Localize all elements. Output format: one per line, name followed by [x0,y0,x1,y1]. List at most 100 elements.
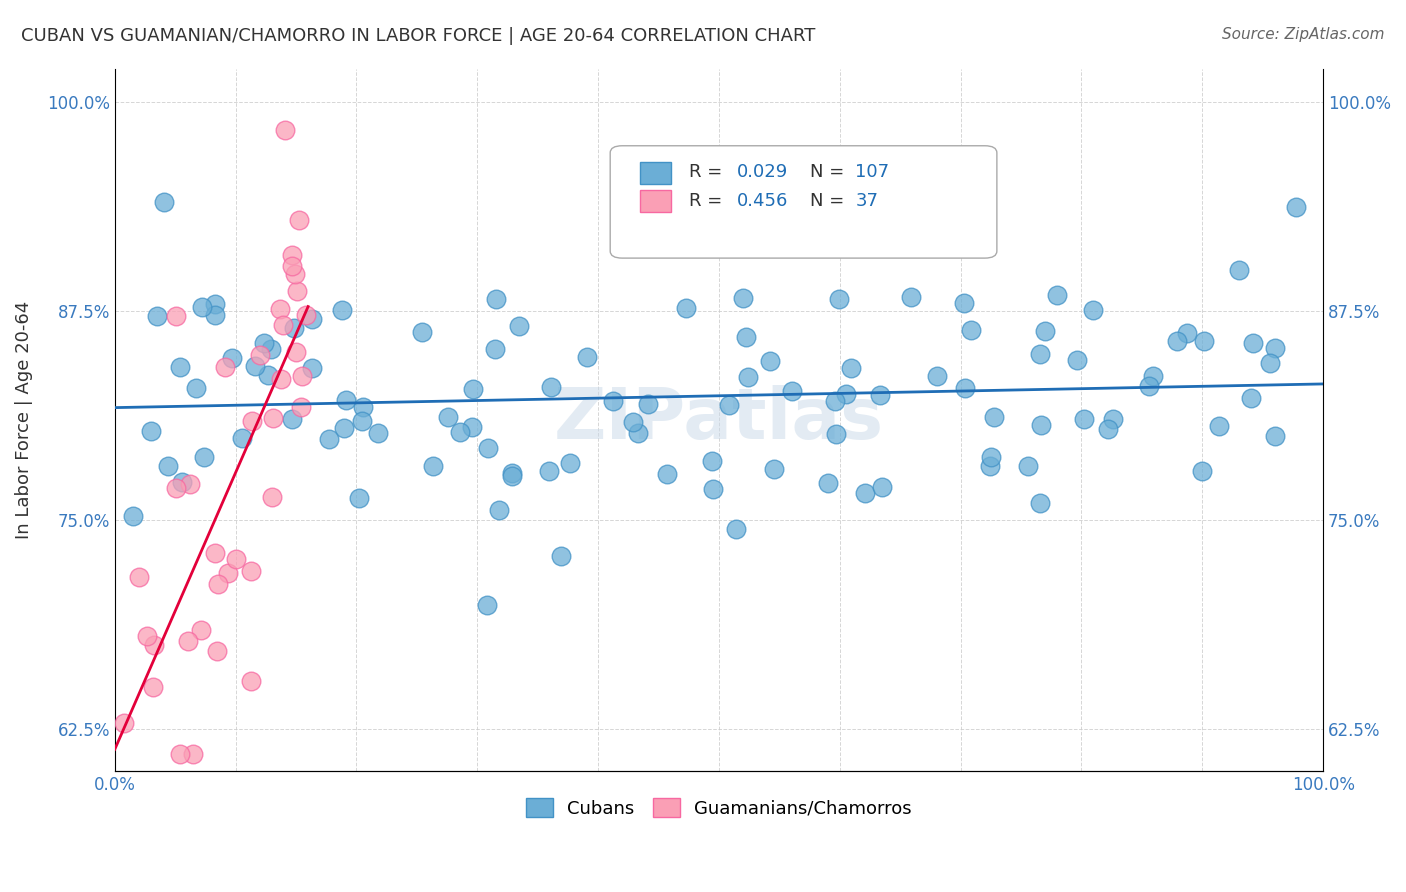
Cubans [1229,263,1251,277]
Cubans [953,296,976,310]
Cubans [1241,335,1264,350]
Guamanians/Chamorros [249,348,271,362]
Cubans [1031,417,1053,432]
Cubans [870,480,893,494]
Guamanians/Chamorros [269,302,291,317]
Cubans [1264,428,1286,442]
Cubans [1208,419,1230,434]
Cubans [330,303,353,318]
Cubans [146,310,169,324]
Cubans [1101,412,1123,426]
Cubans [257,368,280,382]
Cubans [281,412,304,426]
Cubans [718,398,741,412]
Cubans [193,450,215,464]
Guamanians/Chamorros [240,564,263,578]
Cubans [1191,465,1213,479]
Cubans [1097,422,1119,436]
Cubans [737,369,759,384]
Guamanians/Chamorros [291,369,314,384]
Cubans [461,419,484,434]
Cubans [869,387,891,401]
Text: N =: N = [810,163,849,181]
Cubans [1066,353,1088,368]
Cubans [1284,200,1306,214]
Guamanians/Chamorros [288,213,311,227]
Cubans [828,292,851,306]
Cubans [141,424,163,438]
Text: 0.456: 0.456 [737,192,789,210]
Cubans [191,301,214,315]
Cubans [621,415,644,429]
Cubans [367,426,389,441]
Cubans [475,598,498,612]
Cubans [853,486,876,500]
Guamanians/Chamorros [143,638,166,652]
Cubans [700,454,723,468]
Cubans [824,427,846,442]
Cubans [955,381,977,395]
Cubans [602,393,624,408]
Cubans [731,291,754,305]
FancyBboxPatch shape [610,145,997,258]
Text: ZIPatlas: ZIPatlas [554,385,884,454]
Cubans [352,400,374,414]
Cubans [841,360,863,375]
Guamanians/Chamorros [141,680,163,694]
Cubans [637,397,659,411]
Cubans [1166,334,1188,349]
Cubans [1264,341,1286,355]
Cubans [170,475,193,489]
Cubans [817,475,839,490]
Cubans [335,393,357,408]
Text: 37: 37 [855,192,879,210]
Guamanians/Chamorros [281,248,304,262]
Cubans [780,384,803,399]
Cubans [1046,287,1069,301]
FancyBboxPatch shape [640,190,671,212]
Guamanians/Chamorros [285,285,308,299]
Cubans [1192,334,1215,348]
Cubans [484,343,506,357]
Cubans [437,410,460,425]
Cubans [352,414,374,428]
Cubans [477,441,499,455]
Guamanians/Chamorros [240,414,263,428]
Cubans [983,409,1005,424]
Cubans [501,467,523,481]
Cubans [301,312,323,326]
Cubans [301,361,323,376]
Cubans [724,522,747,536]
Cubans [960,323,983,337]
Cubans [758,353,780,368]
Guamanians/Chamorros [281,260,304,274]
Guamanians/Chamorros [271,318,294,332]
Cubans [122,508,145,523]
Cubans [824,394,846,409]
Guamanians/Chamorros [177,634,200,648]
Guamanians/Chamorros [205,643,228,657]
Guamanians/Chamorros [165,309,187,323]
Guamanians/Chamorros [190,623,212,637]
Guamanians/Chamorros [179,477,201,491]
Guamanians/Chamorros [204,546,226,560]
Cubans [1175,326,1198,341]
Cubans [318,432,340,446]
Cubans [169,359,191,374]
Guamanians/Chamorros [270,372,292,386]
Cubans [655,467,678,482]
Cubans [1142,368,1164,383]
Text: 0.029: 0.029 [737,163,789,181]
Cubans [461,382,484,396]
Cubans [734,329,756,343]
Guamanians/Chamorros [165,481,187,495]
Text: N =: N = [810,192,849,210]
Y-axis label: In Labor Force | Age 20-64: In Labor Force | Age 20-64 [15,301,32,539]
Cubans [627,426,650,441]
Cubans [153,194,176,209]
Cubans [927,368,949,383]
Text: 107: 107 [855,163,890,181]
Cubans [1260,355,1282,369]
Cubans [1033,324,1056,338]
Cubans [231,432,253,446]
